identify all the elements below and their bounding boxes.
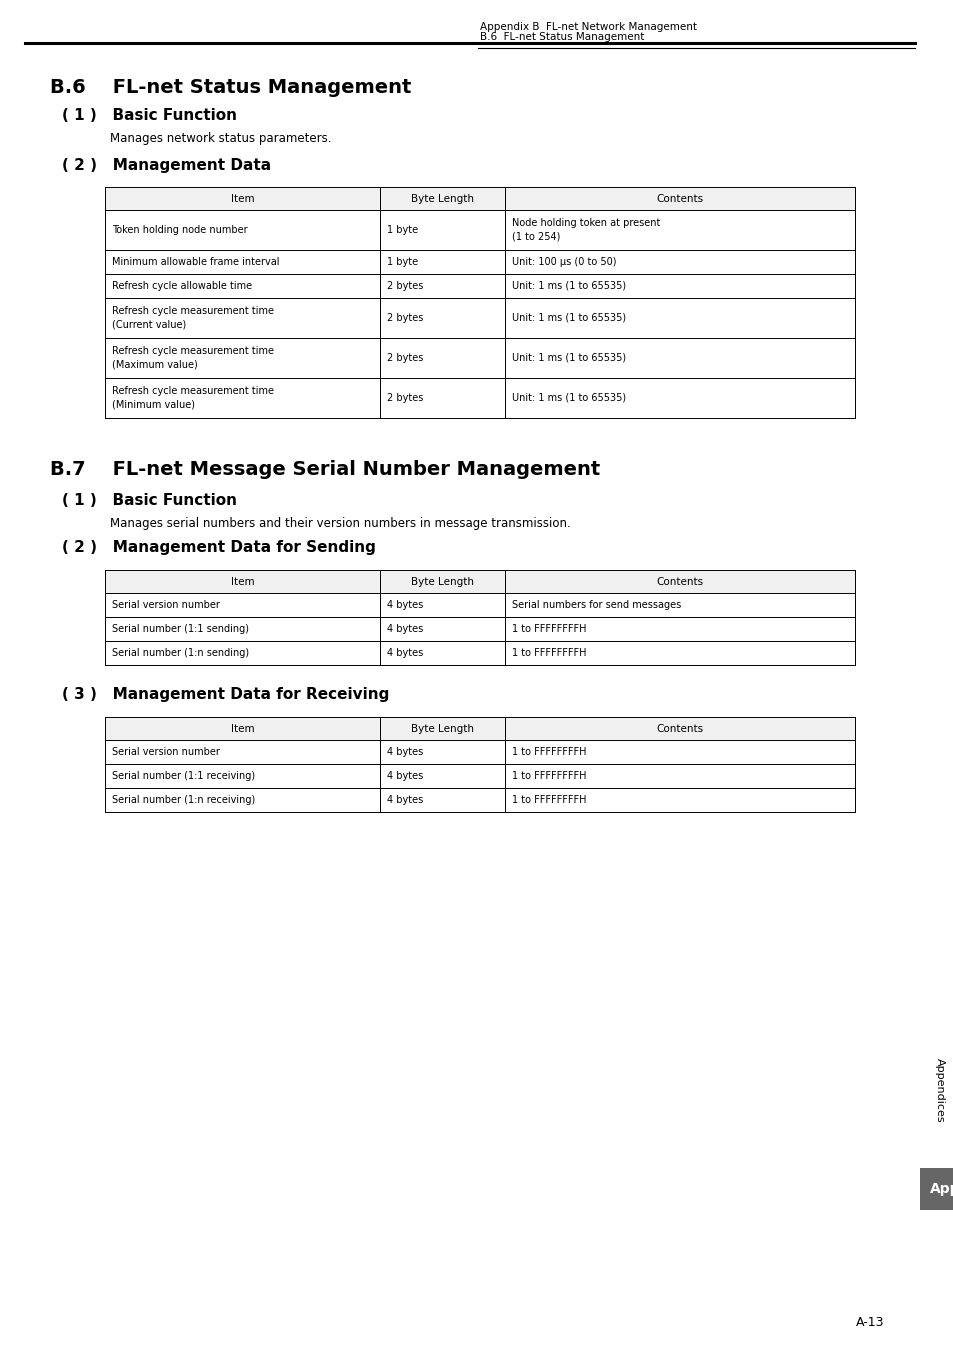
Text: B.6    FL-net Status Management: B.6 FL-net Status Management <box>50 78 411 97</box>
Text: 1 byte: 1 byte <box>387 256 417 267</box>
Text: Serial version number: Serial version number <box>112 747 219 757</box>
Text: Serial number (1:n sending): Serial number (1:n sending) <box>112 648 249 657</box>
Text: Unit: 1 ms (1 to 65535): Unit: 1 ms (1 to 65535) <box>512 281 625 292</box>
Text: 2 bytes: 2 bytes <box>387 393 423 404</box>
Text: 1 byte: 1 byte <box>387 225 417 235</box>
Text: Serial number (1:1 sending): Serial number (1:1 sending) <box>112 624 249 634</box>
Text: Refresh cycle allowable time: Refresh cycle allowable time <box>112 281 252 292</box>
Text: ( 3 )   Management Data for Receiving: ( 3 ) Management Data for Receiving <box>62 687 389 702</box>
Bar <box>105 570 854 593</box>
Text: Byte Length: Byte Length <box>411 724 474 733</box>
Text: 1 to FFFFFFFFH: 1 to FFFFFFFFH <box>512 624 586 634</box>
Text: Serial numbers for send messages: Serial numbers for send messages <box>512 599 680 610</box>
Text: Item: Item <box>231 193 254 204</box>
Text: Unit: 100 μs (0 to 50): Unit: 100 μs (0 to 50) <box>512 256 616 267</box>
Text: 2 bytes: 2 bytes <box>387 281 423 292</box>
Text: App: App <box>929 1183 953 1196</box>
Text: 1 to FFFFFFFFH: 1 to FFFFFFFFH <box>512 771 586 782</box>
Text: Serial number (1:1 receiving): Serial number (1:1 receiving) <box>112 771 254 782</box>
Text: 1 to FFFFFFFFH: 1 to FFFFFFFFH <box>512 747 586 757</box>
Text: 2 bytes: 2 bytes <box>387 352 423 363</box>
Bar <box>105 188 854 211</box>
Text: Contents: Contents <box>656 724 702 733</box>
Text: Appendices: Appendices <box>934 1057 944 1122</box>
Text: Item: Item <box>231 724 254 733</box>
Text: A-13: A-13 <box>855 1315 883 1328</box>
Text: Refresh cycle measurement time
(Minimum value): Refresh cycle measurement time (Minimum … <box>112 386 274 409</box>
Bar <box>919 1168 953 1210</box>
Text: Minimum allowable frame interval: Minimum allowable frame interval <box>112 256 279 267</box>
Text: Refresh cycle measurement time
(Maximum value): Refresh cycle measurement time (Maximum … <box>112 347 274 370</box>
Text: 1 to FFFFFFFFH: 1 to FFFFFFFFH <box>512 795 586 805</box>
Text: Contents: Contents <box>656 576 702 586</box>
Text: 4 bytes: 4 bytes <box>387 771 423 782</box>
Text: ( 1 )   Basic Function: ( 1 ) Basic Function <box>62 108 236 123</box>
Bar <box>105 717 854 740</box>
Text: Byte Length: Byte Length <box>411 193 474 204</box>
Text: B.6  FL-net Status Management: B.6 FL-net Status Management <box>479 32 643 42</box>
Text: Refresh cycle measurement time
(Current value): Refresh cycle measurement time (Current … <box>112 306 274 329</box>
Text: Unit: 1 ms (1 to 65535): Unit: 1 ms (1 to 65535) <box>512 352 625 363</box>
Text: Serial number (1:n receiving): Serial number (1:n receiving) <box>112 795 255 805</box>
Text: ( 2 )   Management Data: ( 2 ) Management Data <box>62 158 271 173</box>
Text: Appendix B  FL-net Network Management: Appendix B FL-net Network Management <box>479 22 697 32</box>
Text: Manages network status parameters.: Manages network status parameters. <box>110 132 331 144</box>
Text: Unit: 1 ms (1 to 65535): Unit: 1 ms (1 to 65535) <box>512 313 625 323</box>
Text: 4 bytes: 4 bytes <box>387 795 423 805</box>
Text: Byte Length: Byte Length <box>411 576 474 586</box>
Text: Item: Item <box>231 576 254 586</box>
Text: 4 bytes: 4 bytes <box>387 599 423 610</box>
Text: Unit: 1 ms (1 to 65535): Unit: 1 ms (1 to 65535) <box>512 393 625 404</box>
Text: 4 bytes: 4 bytes <box>387 747 423 757</box>
Text: 1 to FFFFFFFFH: 1 to FFFFFFFFH <box>512 648 586 657</box>
Text: 4 bytes: 4 bytes <box>387 648 423 657</box>
Text: B.7    FL-net Message Serial Number Management: B.7 FL-net Message Serial Number Managem… <box>50 460 599 479</box>
Text: 4 bytes: 4 bytes <box>387 624 423 634</box>
Text: Token holding node number: Token holding node number <box>112 225 248 235</box>
Text: ( 2 )   Management Data for Sending: ( 2 ) Management Data for Sending <box>62 540 375 555</box>
Text: Manages serial numbers and their version numbers in message transmission.: Manages serial numbers and their version… <box>110 517 570 531</box>
Text: Node holding token at present
(1 to 254): Node holding token at present (1 to 254) <box>512 219 659 242</box>
Text: Contents: Contents <box>656 193 702 204</box>
Text: Serial version number: Serial version number <box>112 599 219 610</box>
Text: ( 1 )   Basic Function: ( 1 ) Basic Function <box>62 493 236 508</box>
Text: 2 bytes: 2 bytes <box>387 313 423 323</box>
